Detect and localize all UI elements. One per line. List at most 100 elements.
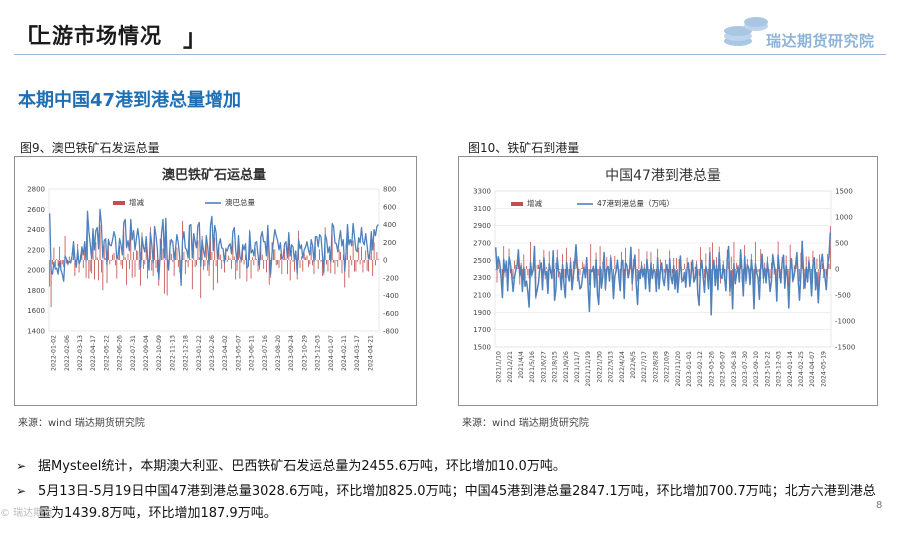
x-tick-label: 2023-06-18 bbox=[731, 351, 738, 387]
bar-mark bbox=[98, 260, 100, 281]
bar-mark bbox=[117, 256, 119, 260]
bar-mark bbox=[162, 248, 164, 260]
bar-mark bbox=[613, 269, 614, 284]
bar-mark bbox=[562, 253, 564, 269]
y-left-tick-label: 1700 bbox=[473, 326, 491, 334]
bar-mark bbox=[231, 260, 232, 269]
bar-mark bbox=[614, 256, 616, 269]
bar-mark bbox=[120, 260, 122, 266]
bar-mark bbox=[359, 260, 361, 265]
bar-mark bbox=[134, 260, 136, 277]
bar-mark bbox=[246, 260, 248, 282]
brand-logo: 瑞达期货研究院 bbox=[722, 14, 892, 50]
y-right-tick-label: 600 bbox=[383, 203, 396, 211]
y-right-tick-label: -800 bbox=[383, 328, 399, 336]
bar-mark bbox=[151, 260, 153, 271]
bar-mark bbox=[63, 260, 65, 268]
bar-mark bbox=[355, 260, 357, 272]
x-tick-label: 2022-09-04 bbox=[143, 335, 150, 371]
bar-mark bbox=[289, 260, 291, 281]
x-tick-label: 2022/8/28 bbox=[652, 351, 659, 383]
bar-mark bbox=[285, 258, 287, 260]
bar-mark bbox=[212, 260, 214, 291]
x-tick-label: 2023-09-10 bbox=[753, 351, 760, 387]
bullet-text-2: 5月13日-5月19日中国47港到港总量3028.6万吨，环比增加825.0万吨… bbox=[38, 484, 876, 521]
x-tick-label: 2023-09-24 bbox=[288, 335, 295, 371]
bar-mark bbox=[497, 261, 499, 269]
bar-mark bbox=[536, 264, 538, 269]
bar-mark bbox=[799, 269, 800, 282]
bar-mark bbox=[712, 242, 713, 269]
bar-mark bbox=[103, 244, 105, 260]
bar-mark bbox=[152, 260, 154, 276]
x-tick-label: 2022-11-13 bbox=[169, 335, 176, 371]
x-tick-label: 2024-02-25 bbox=[798, 351, 805, 387]
x-tick-label: 2021/9/26 bbox=[563, 351, 570, 383]
bar-mark bbox=[126, 260, 128, 285]
bar-mark bbox=[137, 251, 139, 260]
bar-mark bbox=[74, 260, 76, 276]
bar-mark bbox=[365, 250, 367, 260]
y-left-tick-label: 1400 bbox=[27, 328, 45, 336]
bar-mark bbox=[316, 260, 318, 261]
bar-mark bbox=[677, 269, 679, 282]
bar-mark bbox=[650, 251, 652, 269]
bar-mark bbox=[121, 260, 123, 269]
bar-mark bbox=[599, 246, 601, 269]
bar-mark bbox=[337, 260, 339, 268]
x-tick-label: 2023-12-03 bbox=[776, 351, 783, 387]
bar-mark bbox=[538, 264, 539, 269]
bar-mark bbox=[240, 260, 242, 263]
x-tick-label: 2023-04-02 bbox=[222, 335, 229, 371]
bar-mark bbox=[277, 260, 279, 265]
bar-mark bbox=[128, 260, 130, 269]
chart2-svg: 中国47港到港总量 3300 3100 2900 2700 2500 2300 2100 190… bbox=[473, 168, 855, 387]
x-tick-label: 2021/8/15 bbox=[552, 351, 559, 383]
bar-mark bbox=[280, 253, 281, 260]
bar-mark bbox=[590, 244, 592, 269]
x-tick-label: 2023-07-16 bbox=[262, 335, 269, 371]
x-tick-label: 2022-03-13 bbox=[77, 335, 84, 371]
bar-mark bbox=[99, 225, 101, 260]
bar-mark bbox=[342, 254, 344, 260]
x-tick-label: 2022-06-26 bbox=[117, 335, 124, 371]
bar-mark bbox=[66, 260, 67, 264]
x-tick-label: 2021/1/10 bbox=[496, 351, 503, 383]
bar-mark bbox=[130, 232, 132, 260]
title-bracket-left: 「 bbox=[14, 24, 38, 52]
x-tick-label: 2023-07-30 bbox=[742, 351, 749, 387]
bar-mark bbox=[789, 244, 791, 269]
x-tick-label: 2022/11/20 bbox=[675, 351, 682, 387]
bar-mark bbox=[817, 269, 819, 288]
x-tick-label: 2022-04-17 bbox=[90, 335, 97, 371]
y-left-tick-label: 2900 bbox=[473, 222, 491, 230]
bar-mark bbox=[243, 260, 245, 265]
bar-mark bbox=[236, 260, 238, 271]
x-tick-label: 2021/6/27 bbox=[540, 351, 547, 383]
bar-mark bbox=[145, 246, 147, 260]
header-divider bbox=[14, 54, 886, 55]
bar-mark bbox=[253, 260, 255, 266]
bar-mark bbox=[821, 263, 823, 269]
bar-mark bbox=[829, 226, 831, 269]
chart1-svg: 澳巴铁矿石运总量28002600240022002000180016001400… bbox=[27, 167, 399, 371]
bar-mark bbox=[49, 260, 51, 287]
bar-mark bbox=[56, 259, 58, 260]
bar-mark bbox=[515, 264, 517, 269]
bar-mark bbox=[685, 269, 687, 278]
bar-mark bbox=[200, 260, 202, 299]
bar-mark bbox=[349, 255, 351, 260]
bar-mark bbox=[530, 241, 531, 269]
bar-mark bbox=[175, 250, 176, 260]
bar-mark bbox=[566, 247, 568, 269]
bar-mark bbox=[601, 269, 602, 282]
y-left-tick-label: 3100 bbox=[473, 205, 491, 213]
x-tick-label: 2022/6/5 bbox=[630, 351, 637, 379]
bar-mark bbox=[373, 242, 375, 260]
bar-mark bbox=[721, 269, 723, 271]
bar-mark bbox=[659, 259, 661, 269]
bar-mark bbox=[338, 249, 340, 260]
bar-mark bbox=[619, 269, 621, 278]
bar-mark bbox=[217, 260, 218, 284]
bar-mark bbox=[377, 259, 379, 260]
